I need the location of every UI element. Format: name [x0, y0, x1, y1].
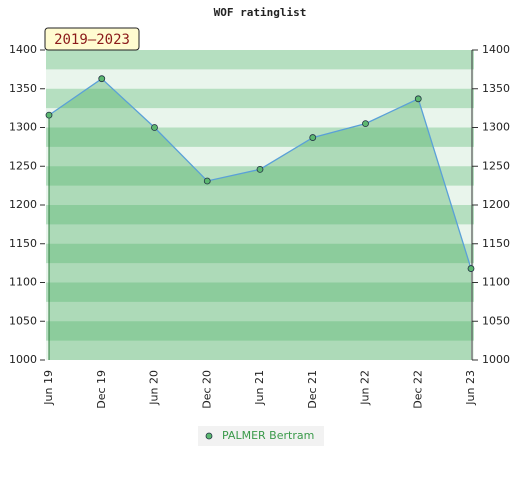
x-tick-label: Jun 23 [464, 370, 477, 406]
y-tick-label: 1000 [9, 353, 37, 366]
y-tick-label: 1100 [9, 276, 37, 289]
y2-tick-label: 1150 [482, 237, 510, 250]
y-tick-label: 1250 [9, 159, 37, 172]
marker [362, 120, 369, 128]
marker [98, 75, 106, 83]
marker [151, 124, 158, 131]
legend [198, 426, 324, 446]
y-tick-label: 1150 [9, 237, 37, 250]
y-tick-label: 1400 [9, 43, 37, 56]
y2-tick-label: 1350 [482, 82, 510, 95]
chart-title: WOF ratinglist [214, 6, 307, 19]
x-tick-label: Jun 22 [359, 370, 372, 406]
marker [467, 265, 475, 272]
y2-tick-label: 1400 [482, 43, 510, 56]
y2-tick-label: 1250 [482, 159, 510, 172]
marker [45, 111, 53, 119]
y2-tick-label: 1300 [482, 121, 510, 134]
y-tick-label: 1300 [9, 121, 37, 134]
legend-label: PALMER Bertram [222, 429, 314, 442]
x-tick-label: Dec 21 [306, 370, 319, 409]
y2-tick-label: 1100 [482, 276, 510, 289]
x-tick-label: Dec 22 [411, 370, 424, 409]
x-tick-label: Jun 20 [148, 370, 161, 406]
area [49, 78, 471, 361]
marker [203, 177, 211, 185]
y-tick-label: 1200 [9, 198, 37, 211]
x-tick-label: Jun 19 [42, 370, 55, 406]
marker [414, 95, 422, 103]
annotation-box [44, 27, 140, 51]
y-tick-label: 1350 [9, 82, 37, 95]
plot-background [46, 50, 474, 360]
x-tick-label: Dec 20 [200, 370, 213, 409]
legend-marker [205, 432, 213, 440]
marker [256, 165, 264, 173]
y2-tick-label: 1200 [482, 198, 510, 211]
annotation: 2019–2023 [54, 32, 130, 48]
x-tick-label: Dec 19 [95, 370, 108, 409]
y-tick-label: 1050 [9, 314, 37, 327]
y2-tick-label: 1050 [482, 314, 510, 327]
y2-tick-label: 1000 [482, 353, 510, 366]
x-tick-label: Jun 21 [253, 370, 266, 406]
marker [309, 134, 317, 141]
